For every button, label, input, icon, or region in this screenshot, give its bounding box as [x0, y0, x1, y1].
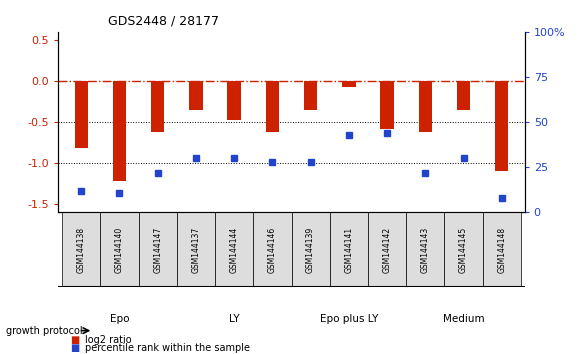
Text: GSM144148: GSM144148	[497, 227, 506, 273]
Bar	[151, 81, 164, 132]
Bar	[380, 81, 394, 129]
Bar	[419, 81, 432, 132]
Bar	[368, 212, 406, 287]
Text: Epo plus LY: Epo plus LY	[319, 314, 378, 324]
Text: GSM144138: GSM144138	[77, 227, 86, 273]
Bar	[227, 81, 241, 120]
Bar	[292, 212, 330, 287]
Bar	[100, 212, 139, 287]
Text: GSM144141: GSM144141	[345, 227, 353, 273]
Bar	[483, 212, 521, 287]
Text: LY: LY	[229, 314, 240, 324]
Text: GSM144140: GSM144140	[115, 227, 124, 273]
Text: GSM144139: GSM144139	[306, 227, 315, 273]
Text: log2 ratio: log2 ratio	[85, 335, 131, 345]
Bar	[330, 212, 368, 287]
Bar	[113, 81, 126, 181]
Text: growth protocol: growth protocol	[6, 326, 82, 336]
Text: GSM144147: GSM144147	[153, 227, 162, 273]
Text: GSM144143: GSM144143	[421, 227, 430, 273]
Bar	[139, 212, 177, 287]
Bar	[189, 81, 203, 110]
Text: GSM144144: GSM144144	[230, 227, 238, 273]
Text: GSM144145: GSM144145	[459, 227, 468, 273]
Bar	[444, 212, 483, 287]
Bar	[253, 212, 292, 287]
Bar	[495, 81, 508, 171]
Bar	[177, 212, 215, 287]
Bar	[342, 81, 356, 87]
Text: GSM144146: GSM144146	[268, 227, 277, 273]
Text: Medium: Medium	[442, 314, 484, 324]
Text: ■: ■	[70, 335, 79, 345]
Text: ■: ■	[70, 343, 79, 353]
Text: percentile rank within the sample: percentile rank within the sample	[85, 343, 250, 353]
Bar	[266, 81, 279, 132]
Bar	[457, 81, 470, 110]
Text: GSM144137: GSM144137	[191, 227, 201, 273]
Bar	[304, 81, 317, 110]
Bar	[406, 212, 444, 287]
Bar	[75, 81, 88, 148]
Bar	[215, 212, 253, 287]
Text: GDS2448 / 28177: GDS2448 / 28177	[108, 14, 219, 27]
Bar	[62, 212, 100, 287]
Text: Epo: Epo	[110, 314, 129, 324]
Text: GSM144142: GSM144142	[382, 227, 392, 273]
